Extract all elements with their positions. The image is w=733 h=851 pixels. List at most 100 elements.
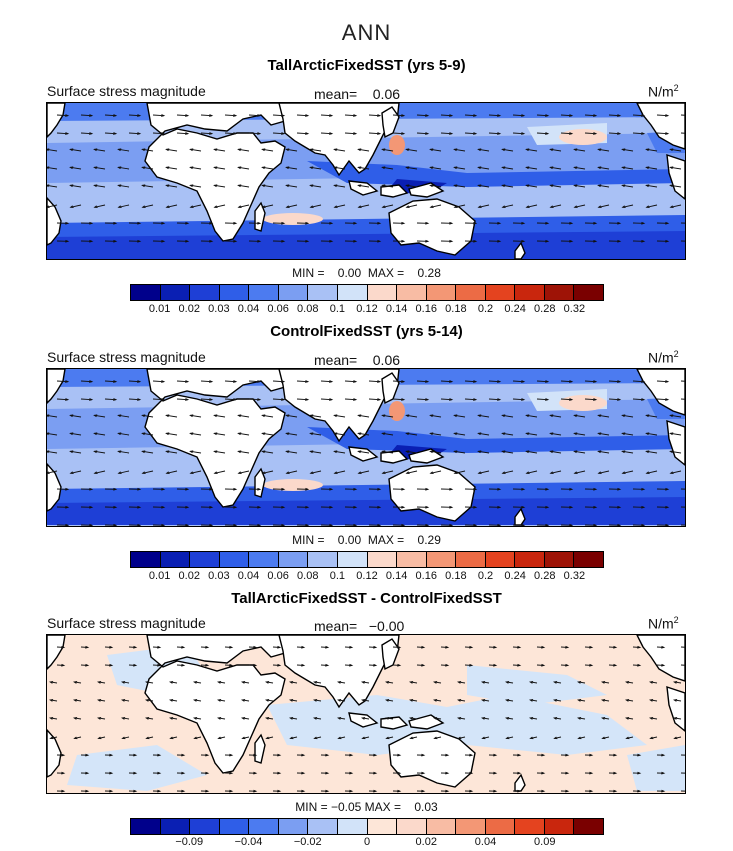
- stress-vector-head: [96, 699, 102, 702]
- panel-title-tall: TallArcticFixedSST (yrs 5-9): [267, 57, 466, 74]
- stress-vector-head: [237, 432, 242, 436]
- stress-vector-head: [381, 184, 386, 188]
- stress-vector-head: [589, 771, 594, 775]
- main-title: ANN: [341, 20, 392, 45]
- stress-vector-head: [360, 699, 366, 702]
- stress-vector: [598, 184, 610, 188]
- stress-vector: [430, 450, 442, 454]
- stress-vector-head: [117, 205, 122, 209]
- stress-vector: [310, 166, 322, 170]
- stress-vector-head: [69, 450, 74, 454]
- stress-vector: [166, 184, 178, 188]
- stress-vector-head: [521, 487, 526, 491]
- stress-vector-head: [477, 148, 482, 152]
- stress-vector-head: [192, 681, 198, 684]
- stress-vector: [622, 450, 634, 454]
- stress-vector-head: [189, 184, 194, 188]
- stress-vector: [238, 204, 250, 208]
- stress-vector-head: [573, 414, 578, 418]
- stress-vector-head: [117, 184, 122, 188]
- stress-vector-head: [353, 380, 358, 383]
- stress-vector-head: [189, 432, 194, 436]
- stress-vector-head: [473, 523, 478, 526]
- stress-vector: [646, 414, 658, 418]
- stress-vector: [190, 148, 202, 152]
- stress-vector-head: [141, 432, 146, 436]
- stress-vector-head: [597, 205, 602, 209]
- stress-vector-head: [185, 221, 190, 225]
- stress-vector: [214, 166, 226, 170]
- stress-vector: [382, 184, 394, 188]
- stress-vector-head: [213, 432, 218, 436]
- stress-vector-head: [377, 380, 382, 383]
- stress-vector-head: [577, 736, 582, 740]
- stress-vector-head: [521, 398, 526, 401]
- stress-vector: [262, 148, 274, 152]
- stress-vector: [502, 432, 514, 436]
- stress-vector: [574, 450, 586, 454]
- stress-vector-head: [565, 663, 570, 667]
- stress-vector-head: [313, 736, 318, 740]
- stress-vector-head: [309, 184, 314, 188]
- stress-vector-head: [565, 645, 570, 649]
- stress-vector-head: [617, 114, 622, 117]
- stress-vector: [560, 380, 572, 383]
- stress-vector: [70, 184, 82, 188]
- stress-vector: [224, 380, 236, 383]
- land-outline: [144, 635, 286, 774]
- stress-vector: [430, 148, 442, 152]
- colorbar-tick-label: 0.12: [356, 570, 378, 582]
- stress-vector: [358, 204, 370, 208]
- stress-vector-head: [593, 505, 598, 509]
- stress-vector: [488, 132, 500, 135]
- stress-vector-head: [429, 471, 434, 475]
- stress-vector: [200, 380, 212, 383]
- stress-vector-head: [669, 148, 674, 152]
- stress-vector: [416, 114, 428, 117]
- stress-vector-head: [137, 523, 142, 526]
- stress-vector: [238, 470, 250, 474]
- stress-vector-head: [117, 450, 122, 454]
- land-outline: [408, 182, 445, 198]
- stress-vector-head: [237, 205, 242, 209]
- stress-vector-head: [617, 523, 622, 526]
- stress-vector-head: [165, 148, 170, 152]
- stress-vector-head: [405, 184, 410, 188]
- map-panel-control: [46, 368, 686, 527]
- colorbar-swatch: [190, 285, 220, 300]
- stress-vector-head: [621, 471, 626, 475]
- stress-vector: [47, 415, 58, 418]
- stress-vector-head: [565, 771, 570, 775]
- stress-vector-head: [381, 205, 386, 209]
- stress-vector-head: [541, 753, 546, 757]
- stress-vector: [166, 414, 178, 418]
- stress-vector: [584, 380, 596, 383]
- stress-vector: [286, 470, 298, 474]
- stress-vector: [368, 398, 380, 401]
- stress-map-control: [47, 369, 685, 526]
- stress-vector-head: [593, 239, 598, 243]
- stress-vector-head: [253, 753, 258, 757]
- stress-vector-head: [109, 663, 114, 667]
- stress-vector: [502, 414, 514, 418]
- stress-vector: [440, 114, 452, 117]
- colorbar-control: [130, 551, 604, 568]
- stress-vector-head: [133, 663, 138, 667]
- stress-vector-head: [377, 114, 382, 117]
- stress-vector-head: [169, 736, 174, 740]
- stress-vector-head: [429, 450, 434, 454]
- stress-vector: [574, 470, 586, 474]
- stress-vector-head: [329, 132, 334, 135]
- stress-vector: [430, 204, 442, 208]
- stress-vector: [166, 166, 178, 170]
- colorbar-tick-label: 0.14: [385, 570, 408, 582]
- stress-vector-head: [593, 523, 598, 526]
- stress-vector-head: [672, 681, 678, 684]
- stress-vector-head: [665, 239, 670, 243]
- stress-vector-head: [589, 789, 594, 793]
- colorbar-tick-label: 0.16: [415, 570, 437, 582]
- stress-vector-head: [165, 166, 170, 170]
- stress-vector: [262, 184, 274, 188]
- stress-vector-head: [161, 132, 166, 135]
- stress-vector: [70, 450, 82, 454]
